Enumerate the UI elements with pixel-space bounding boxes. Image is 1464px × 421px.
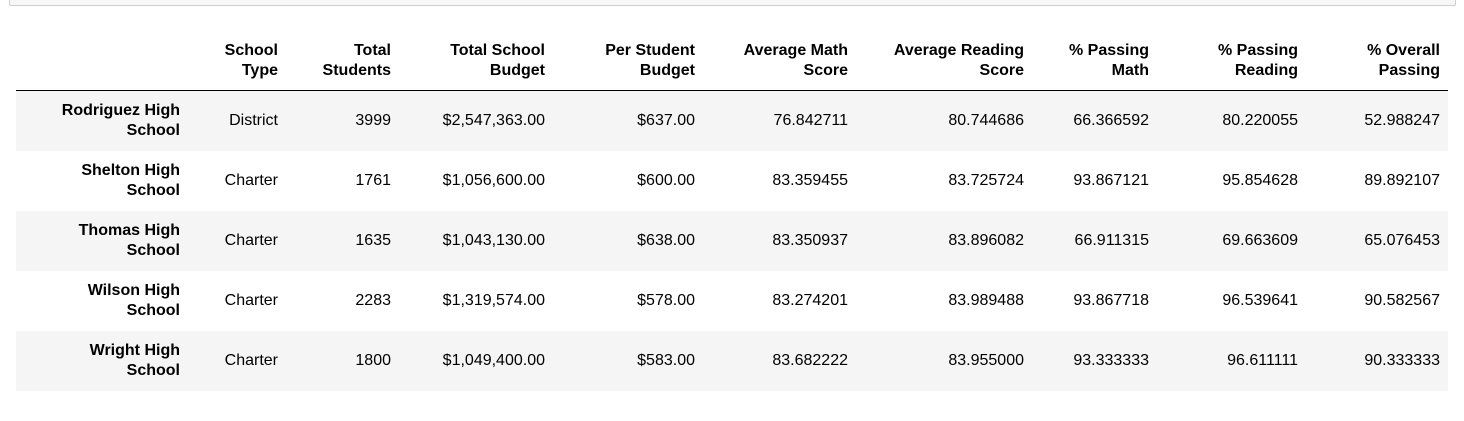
cell-total-school-budget: $1,319,574.00 bbox=[442, 292, 545, 309]
dataframe-output: School Type Total Students Total School Bud… bbox=[16, 33, 1448, 391]
cell-passing-math: 93.867121 bbox=[1073, 172, 1149, 189]
cell-average-reading-score: 83.725724 bbox=[948, 172, 1024, 189]
row-index-school-name: Thomas High School bbox=[78, 222, 180, 259]
cell-total-school-budget: $1,049,400.00 bbox=[442, 352, 545, 369]
table-row: Shelton High School Charter 1761 $1,056,6… bbox=[16, 151, 1448, 211]
cell-total-students: 1800 bbox=[355, 352, 391, 369]
cell-passing-math: 93.333333 bbox=[1073, 352, 1149, 369]
previous-cell-border bbox=[9, 0, 1456, 6]
column-header-school-type: School Type bbox=[188, 33, 286, 91]
cell-overall-passing: 90.582567 bbox=[1364, 292, 1440, 309]
cell-school-type: Charter bbox=[224, 292, 278, 309]
row-index-school-name: Rodriguez High School bbox=[61, 102, 180, 139]
cell-per-student-budget: $583.00 bbox=[637, 352, 695, 369]
cell-overall-passing: 65.076453 bbox=[1364, 232, 1440, 249]
column-header-average-math-score: Average Math Score bbox=[703, 33, 856, 91]
column-header-average-reading-score: Average Reading Score bbox=[856, 33, 1032, 91]
column-header-total-students: Total Students bbox=[286, 33, 399, 91]
cell-overall-passing: 89.892107 bbox=[1364, 172, 1440, 189]
cell-passing-math: 66.911315 bbox=[1074, 232, 1149, 249]
cell-overall-passing: 90.333333 bbox=[1364, 352, 1440, 369]
cell-per-student-budget: $637.00 bbox=[637, 112, 695, 129]
cell-per-student-budget: $578.00 bbox=[637, 292, 695, 309]
cell-school-type: Charter bbox=[224, 352, 278, 369]
column-header-overall-passing: % Overall Passing bbox=[1306, 33, 1448, 91]
column-header-passing-reading: % Passing Reading bbox=[1157, 33, 1306, 91]
index-header bbox=[16, 33, 188, 91]
cell-per-student-budget: $600.00 bbox=[637, 172, 695, 189]
cell-average-math-score: 83.359455 bbox=[772, 172, 848, 189]
cell-total-school-budget: $2,547,363.00 bbox=[442, 112, 545, 129]
column-header-passing-math: % Passing Math bbox=[1032, 33, 1157, 91]
cell-average-math-score: 83.274201 bbox=[772, 292, 848, 309]
cell-per-student-budget: $638.00 bbox=[637, 232, 695, 249]
cell-average-reading-score: 80.744686 bbox=[948, 112, 1024, 129]
table-row: Wright High School Charter 1800 $1,049,40… bbox=[16, 331, 1448, 391]
table-row: Rodriguez High School District 3999 $2,54… bbox=[16, 90, 1448, 151]
cell-average-math-score: 83.350937 bbox=[772, 232, 848, 249]
cell-overall-passing: 52.988247 bbox=[1364, 112, 1440, 129]
table-row: Wilson High School Charter 2283 $1,319,57… bbox=[16, 271, 1448, 331]
cell-passing-math: 66.366592 bbox=[1073, 112, 1149, 129]
cell-total-students: 3999 bbox=[355, 112, 391, 129]
cell-passing-reading: 69.663609 bbox=[1222, 232, 1298, 249]
cell-total-school-budget: $1,043,130.00 bbox=[442, 232, 545, 249]
row-index-school-name: Shelton High School bbox=[81, 162, 180, 199]
cell-passing-math: 93.867718 bbox=[1073, 292, 1149, 309]
column-header-per-student-budget: Per Student Budget bbox=[553, 33, 703, 91]
cell-passing-reading: 80.220055 bbox=[1222, 112, 1298, 129]
cell-average-reading-score: 83.955000 bbox=[948, 352, 1024, 369]
cell-average-reading-score: 83.896082 bbox=[948, 232, 1024, 249]
row-index-school-name: Wright High School bbox=[89, 342, 180, 379]
header-row: School Type Total Students Total School Bud… bbox=[16, 33, 1448, 91]
cell-total-students: 1635 bbox=[355, 232, 391, 249]
cell-average-reading-score: 83.989488 bbox=[948, 292, 1024, 309]
cell-school-type: Charter bbox=[224, 172, 278, 189]
cell-school-type: Charter bbox=[224, 232, 278, 249]
table-row: Thomas High School Charter 1635 $1,043,13… bbox=[16, 211, 1448, 271]
cell-average-math-score: 83.682222 bbox=[772, 352, 848, 369]
cell-passing-reading: 96.539641 bbox=[1222, 292, 1298, 309]
cell-total-school-budget: $1,056,600.00 bbox=[442, 172, 545, 189]
cell-school-type: District bbox=[229, 112, 278, 129]
column-header-total-school-budget: Total School Budget bbox=[399, 33, 553, 91]
cell-passing-reading: 95.854628 bbox=[1222, 172, 1298, 189]
cell-average-math-score: 76.842711 bbox=[773, 112, 848, 129]
cell-passing-reading: 96.611111 bbox=[1227, 352, 1298, 369]
school-summary-table: School Type Total Students Total School Bud… bbox=[16, 33, 1448, 391]
row-index-school-name: Wilson High School bbox=[87, 282, 180, 319]
cell-total-students: 1761 bbox=[355, 172, 391, 189]
cell-total-students: 2283 bbox=[355, 292, 391, 309]
